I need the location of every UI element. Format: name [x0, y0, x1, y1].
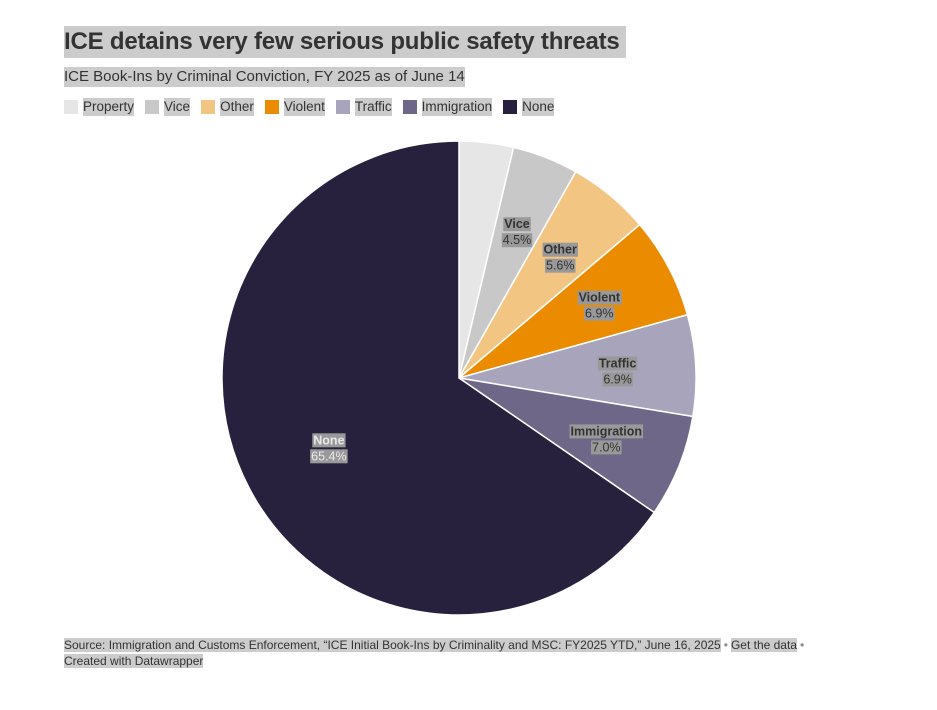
chart-title: ICE detains very few serious public safe… [64, 26, 626, 58]
pie-slice-violent [458, 223, 689, 379]
label-highlight [312, 433, 346, 448]
legend-swatch [503, 100, 518, 114]
slice-label-value: 7.0% [592, 440, 621, 454]
source-note: Source: Immigration and Customs Enforcem… [64, 638, 721, 652]
legend-label: None [522, 98, 555, 116]
chart-subtitle: ICE Book-Ins by Criminal Conviction, FY … [64, 67, 465, 87]
label-highlight [597, 356, 638, 371]
slice-label-name: Violent [579, 291, 621, 305]
label-highlight [501, 233, 533, 248]
legend-item-violent: Violent [264, 98, 325, 116]
slice-label-vice: Vice 4.5% [501, 217, 533, 248]
pie-slice-vice [458, 146, 577, 379]
label-highlight [577, 290, 622, 305]
slice-label-none: None 65.4% [310, 433, 348, 464]
footer-separator: • [799, 638, 805, 652]
legend-label: Property [83, 98, 135, 116]
label-highlight [542, 242, 579, 257]
slice-label-traffic: Traffic 6.9% [597, 356, 638, 387]
label-highlight [544, 258, 576, 273]
legend-label: Vice [164, 98, 191, 116]
legend-swatch [201, 100, 216, 114]
slice-label-name: Other [544, 243, 577, 257]
slice-label-value: 6.9% [585, 307, 614, 321]
legend-item-property: Property [64, 98, 135, 116]
legend-item-vice: Vice [145, 98, 191, 116]
pie-slice-none [221, 140, 656, 616]
pie-slice-traffic [458, 313, 697, 418]
slice-label-name: Immigration [571, 424, 643, 438]
footer: Source: Immigration and Customs Enforcem… [64, 637, 884, 669]
slice-label-name: None [313, 433, 344, 447]
slice-label-violent: Violent 6.9% [577, 290, 622, 321]
legend: Property Vice Other Violent Traffic Immigrati… [64, 98, 565, 116]
pie-slice-other [458, 170, 641, 379]
label-highlight [591, 440, 622, 455]
slice-label-name: Traffic [599, 357, 637, 371]
slice-label-name: Vice [504, 217, 530, 231]
label-highlight [310, 449, 348, 464]
slice-label-other: Other 5.6% [542, 242, 579, 273]
legend-item-traffic: Traffic [335, 98, 392, 116]
get-the-data-link[interactable]: Get the data [730, 638, 797, 652]
legend-label: Violent [283, 98, 325, 116]
legend-item-none: None [503, 98, 555, 116]
label-highlight [503, 217, 531, 232]
pie-slice-immigration [458, 377, 694, 514]
legend-item-immigration: Immigration [402, 98, 493, 116]
legend-label: Other [220, 98, 254, 116]
slice-label-value: 4.5% [503, 233, 532, 247]
label-highlight [569, 424, 644, 439]
slice-label-value: 5.6% [546, 259, 575, 273]
legend-swatch [145, 100, 160, 114]
slice-label-value: 65.4% [311, 449, 346, 463]
legend-swatch [264, 100, 279, 114]
legend-label: Immigration [421, 98, 493, 116]
legend-item-other: Other [201, 98, 254, 116]
label-highlight [584, 306, 615, 321]
legend-swatch [402, 100, 417, 114]
slice-label-value: 6.9% [603, 373, 632, 387]
legend-label: Traffic [354, 98, 392, 116]
legend-swatch [64, 100, 78, 114]
label-highlight [602, 372, 633, 387]
slice-label-immigration: Immigration 7.0% [569, 424, 644, 455]
pie-slice-property [458, 140, 515, 379]
legend-swatch [335, 100, 350, 114]
footer-separator: • [723, 638, 728, 652]
datawrapper-credit[interactable]: Created with Datawrapper [64, 654, 204, 668]
